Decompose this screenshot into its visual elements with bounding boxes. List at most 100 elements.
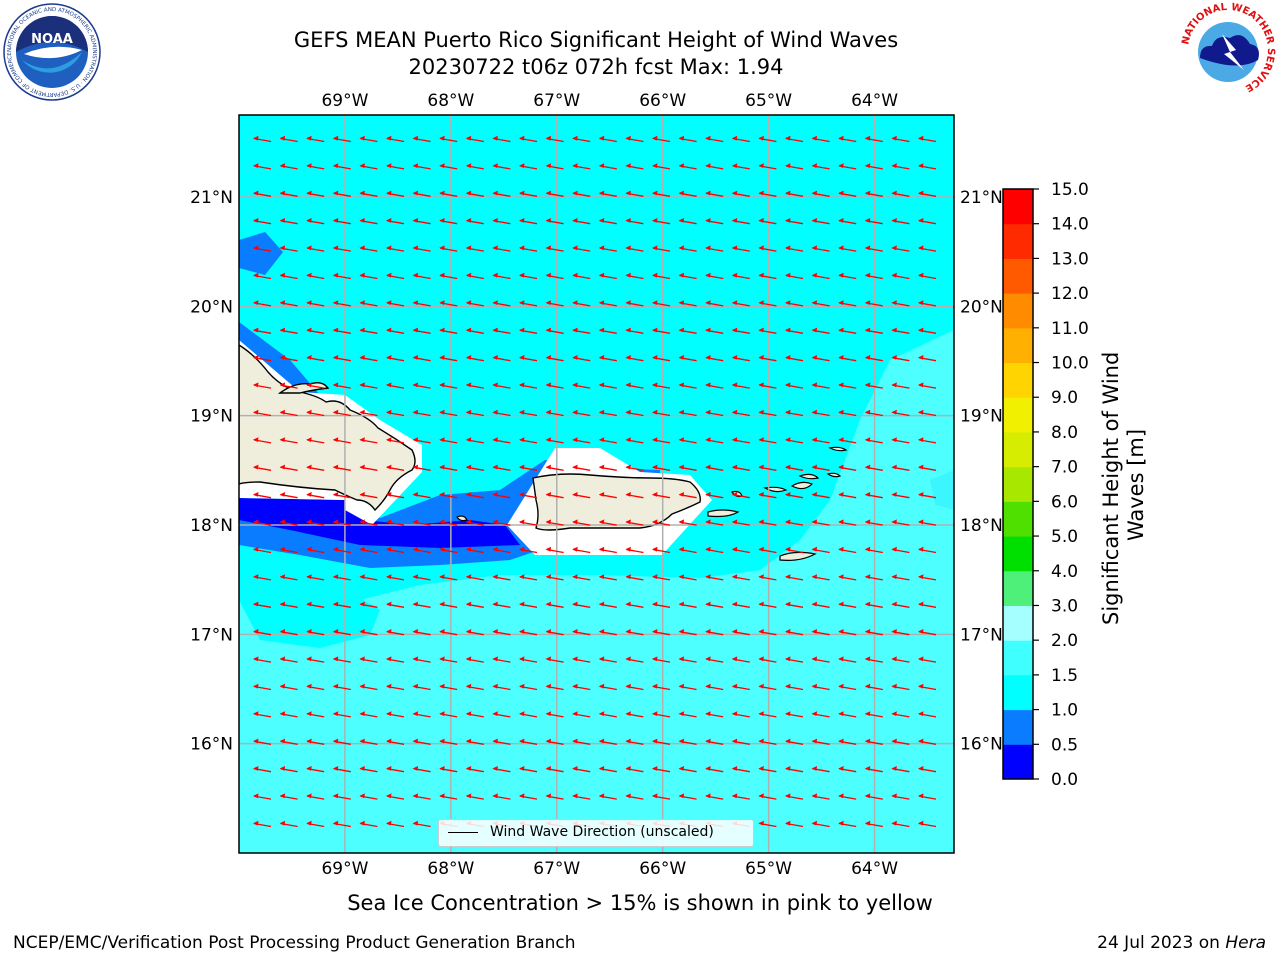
wave-direction-arrow — [598, 492, 617, 499]
wave-direction-arrow — [918, 766, 937, 773]
wave-direction-arrow — [439, 245, 458, 252]
wave-direction-arrow — [838, 820, 857, 828]
wave-direction-arrow — [306, 163, 325, 170]
wave-direction-arrow — [386, 683, 405, 691]
wave-direction-arrow — [731, 190, 750, 197]
wave-direction-arrow — [864, 574, 883, 581]
wave-direction-arrow — [465, 437, 484, 444]
wave-direction-arrow — [412, 300, 431, 307]
wave-direction-arrow — [439, 190, 458, 197]
wave-direction-arrow — [731, 601, 750, 608]
wave-direction-arrow — [439, 601, 458, 608]
wave-direction-arrow — [598, 683, 617, 691]
colorbar-tick-label: 1.0 — [1051, 701, 1078, 721]
wave-direction-arrow — [332, 300, 351, 307]
wave-direction-arrow — [519, 190, 538, 197]
wave-direction-arrow — [864, 218, 883, 225]
wave-direction-arrow — [705, 163, 724, 170]
lon-label-bottom: 68°W — [427, 859, 474, 879]
wave-direction-arrow — [838, 683, 857, 691]
wind-wave-arrows — [253, 135, 937, 828]
wave-direction-arrow — [785, 793, 804, 800]
wave-direction-arrow — [359, 820, 378, 828]
wave-direction-arrow — [572, 601, 591, 608]
wave-direction-arrow — [811, 190, 830, 197]
wave-direction-arrow — [864, 327, 883, 334]
wave-direction-arrow — [731, 464, 750, 471]
wave-direction-arrow — [891, 355, 910, 362]
wave-direction-arrow — [386, 492, 405, 499]
wave-direction-arrow — [279, 629, 298, 636]
wave-direction-arrow — [731, 300, 750, 307]
wave-direction-arrow — [705, 245, 724, 252]
wave-direction-arrow — [864, 464, 883, 471]
wave-direction-arrow — [625, 272, 644, 280]
wave-direction-arrow — [279, 355, 298, 362]
wave-direction-arrow — [785, 163, 804, 170]
wave-direction-arrow — [785, 629, 804, 636]
wave-direction-arrow — [731, 656, 750, 663]
wave-direction-arrow — [545, 163, 564, 170]
wave-direction-arrow — [731, 574, 750, 581]
wave-direction-arrow — [811, 683, 830, 691]
wave-direction-arrow — [652, 629, 671, 636]
wave-direction-arrow — [279, 601, 298, 608]
wave-direction-arrow — [891, 382, 910, 389]
wave-direction-arrow — [412, 629, 431, 636]
wave-direction-arrow — [519, 163, 538, 170]
sea-ice-note: Sea Ice Concentration > 15% is shown in … — [347, 891, 933, 915]
wave-direction-arrow — [519, 766, 538, 773]
wave-direction-arrow — [439, 546, 458, 554]
wave-direction-arrow — [412, 245, 431, 252]
land-puerto-rico — [532, 473, 701, 531]
wave-direction-arrow — [678, 409, 697, 417]
wave-direction-arrow — [386, 190, 405, 197]
wave-direction-arrow — [439, 492, 458, 499]
wave-direction-arrow — [811, 629, 830, 636]
wave-direction-arrow — [386, 163, 405, 170]
map-area — [239, 115, 954, 853]
land-hispaniola-pen — [277, 381, 330, 394]
colorbar-tick-label: 11.0 — [1051, 319, 1089, 339]
wave-direction-arrow — [838, 300, 857, 307]
wave-direction-arrow — [918, 546, 937, 554]
wave-direction-arrow — [705, 492, 724, 499]
colorbar-swatch — [1003, 674, 1033, 711]
colorbar-swatch — [1003, 709, 1033, 745]
wave-direction-arrow — [652, 300, 671, 307]
wave-direction-arrow — [864, 409, 883, 417]
wave-direction-arrow — [652, 519, 671, 526]
wave-direction-arrow — [519, 327, 538, 334]
wave-direction-arrow — [625, 683, 644, 691]
wave-direction-arrow — [439, 437, 458, 444]
wave-direction-arrow — [811, 163, 830, 170]
wave-direction-arrow — [386, 793, 405, 800]
wave-band-1p5-2p0 — [239, 330, 954, 853]
wave-direction-arrow — [386, 738, 405, 745]
wave-direction-arrow — [492, 546, 511, 554]
wave-direction-arrow — [678, 656, 697, 663]
wave-direction-arrow — [891, 163, 910, 170]
wave-direction-arrow — [332, 711, 351, 718]
wave-direction-arrow — [253, 738, 272, 745]
wave-direction-arrow — [279, 409, 298, 417]
wave-direction-arrow — [758, 464, 777, 471]
wave-direction-arrow — [864, 711, 883, 718]
wave-direction-arrow — [465, 492, 484, 499]
wave-direction-arrow — [465, 300, 484, 307]
lat-label-right: 19°N — [960, 407, 1003, 427]
wave-direction-arrow — [439, 629, 458, 636]
wave-direction-arrow — [785, 355, 804, 362]
wave-direction-arrow — [811, 135, 830, 143]
wave-direction-arrow — [279, 300, 298, 307]
wave-direction-arrow — [332, 793, 351, 800]
wave-direction-arrow — [386, 245, 405, 252]
wave-direction-arrow — [864, 519, 883, 526]
wave-direction-arrow — [253, 519, 272, 526]
wave-direction-arrow — [359, 245, 378, 252]
wave-direction-arrow — [306, 793, 325, 800]
wave-direction-arrow — [306, 190, 325, 197]
wave-direction-arrow — [864, 382, 883, 389]
wave-direction-arrow — [625, 793, 644, 800]
wave-direction-arrow — [359, 629, 378, 636]
